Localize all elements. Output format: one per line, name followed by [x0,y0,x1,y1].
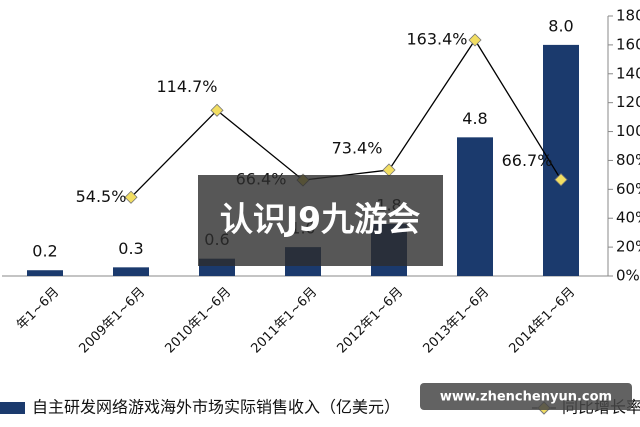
y2-tick-label: 80% [616,151,640,169]
x-tick-label: 2011年1~6月 [249,285,321,357]
marker [382,163,396,177]
line-label: 114.7% [156,77,217,96]
banner-text: 认识J9九游会 [220,200,420,239]
y2-tick-label: 0% [616,267,640,285]
x-tick-label: 2012年1~6月 [335,285,407,357]
y2-tick-label: 40% [616,209,640,227]
marker [468,33,482,47]
line [130,38,562,198]
banner-box [198,175,443,266]
legend-label: 自主研发网络游戏海外市场实际销售收入（亿美元） [32,398,400,417]
y2-tick-label: 100% [616,122,640,140]
line-label: 73.4% [332,138,383,157]
site-text: www.zhenchenyun.com [440,390,612,405]
legend-swatch [0,402,25,414]
y2-tick-label: 160% [616,35,640,53]
y2-tick-label: 140% [616,64,640,82]
x-tick-label: 2010年1~6月 [163,285,235,357]
site-box [420,383,632,410]
line-label: 66.7% [502,151,553,170]
y2-tick-label: 60% [616,180,640,198]
x-tick-label: 年1~6月 [14,285,62,333]
marker [554,173,568,187]
bar [457,137,493,276]
bar-label: 4.8 [462,109,487,128]
line-label: 163.4% [406,29,467,48]
bar [27,270,63,276]
marker [124,190,138,204]
line-label: 54.5% [76,187,127,206]
overlay: 认识J9九游会 www.zhenchenyun.com [198,175,632,410]
x-tick-label: 2014年1~6月 [507,285,579,357]
x-tick-label: 2013年1~6月 [421,285,493,357]
marker [210,103,224,117]
y2-tick-label: 120% [616,93,640,111]
bar-label: 8.0 [548,16,573,35]
x-tick-label: 2009年1~6月 [77,285,149,357]
y2-tick-label: 180% [616,7,640,25]
y2-tick-label: 20% [616,238,640,256]
bar [113,267,149,276]
bar-label: 0.2 [32,242,57,261]
bar-label: 0.3 [118,239,143,258]
